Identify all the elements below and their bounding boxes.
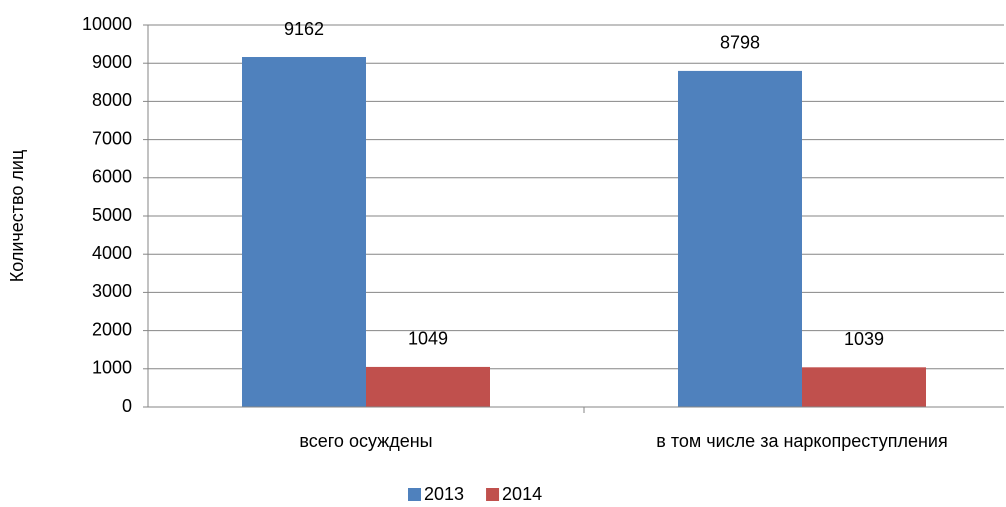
x-tick-label: всего осуждены bbox=[299, 431, 432, 451]
y-tick-label: 5000 bbox=[92, 205, 132, 225]
legend-swatch bbox=[408, 488, 421, 501]
y-tick-label: 8000 bbox=[92, 90, 132, 110]
data-label: 8798 bbox=[720, 33, 760, 53]
data-label: 9162 bbox=[284, 19, 324, 39]
y-tick-label: 10000 bbox=[82, 14, 132, 34]
legend-swatch bbox=[486, 488, 500, 501]
y-tick-label: 3000 bbox=[92, 281, 132, 301]
data-label: 1049 bbox=[408, 329, 448, 349]
bar bbox=[678, 70, 802, 408]
y-tick-label: 0 bbox=[122, 396, 132, 416]
data-label: 1039 bbox=[844, 329, 884, 349]
y-tick-label: 6000 bbox=[92, 167, 132, 187]
y-tick-label: 1000 bbox=[92, 358, 132, 378]
y-axis-label: Количество лиц bbox=[7, 150, 27, 283]
bar bbox=[802, 367, 926, 407]
y-tick-label: 7000 bbox=[92, 128, 132, 148]
legend-label: 2013 bbox=[424, 484, 464, 504]
y-tick-label: 4000 bbox=[92, 243, 132, 263]
legend-label: 2014 bbox=[502, 484, 542, 504]
y-tick-label: 9000 bbox=[92, 52, 132, 72]
bar bbox=[366, 366, 490, 407]
x-tick-label: в том числе за наркопреступления bbox=[656, 431, 947, 451]
y-tick-label: 2000 bbox=[92, 319, 132, 339]
bar bbox=[242, 57, 366, 408]
